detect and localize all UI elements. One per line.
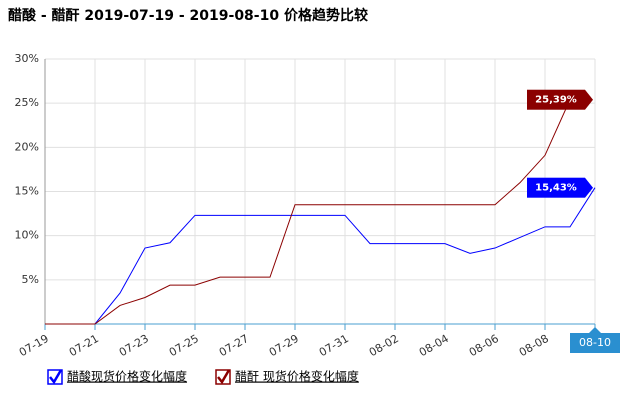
value-callout-pointer xyxy=(585,177,593,198)
legend-label[interactable]: 醋酐 现货价格变化幅度 xyxy=(235,369,359,384)
y-tick-label: 5% xyxy=(22,273,39,286)
y-tick-label: 30% xyxy=(15,52,39,65)
value-label: 25,39% xyxy=(535,95,577,106)
y-tick-label: 10% xyxy=(15,229,39,242)
x-tick-label: 07-31 xyxy=(317,332,351,359)
y-tick-label: 20% xyxy=(15,140,39,153)
x-tick-label: 07-19 xyxy=(17,332,51,359)
x-tick-label: 08-06 xyxy=(467,332,501,359)
value-callout xyxy=(527,89,585,110)
series-line xyxy=(45,187,596,325)
chart-title: 醋酸 - 醋酐 2019-07-19 - 2019-08-10 价格趋势比较 xyxy=(8,7,368,24)
value-callout-pointer xyxy=(585,89,593,110)
value-label: 15,43% xyxy=(535,183,577,194)
legend-check xyxy=(49,369,63,385)
x-tick-label: 07-27 xyxy=(217,332,251,359)
x-highlight-box xyxy=(570,333,620,353)
legend-label[interactable]: 醋酸现货价格变化幅度 xyxy=(67,369,187,384)
x-tick-label-highlight: 08-10 xyxy=(579,336,611,349)
x-highlight-pointer xyxy=(589,327,601,333)
legend-check xyxy=(217,369,231,385)
series-line xyxy=(45,99,571,325)
x-tick-label: 07-21 xyxy=(67,332,101,359)
x-tick-label: 08-08 xyxy=(517,332,551,359)
x-tick-label: 08-02 xyxy=(367,332,401,359)
x-tick-label: 07-29 xyxy=(267,332,301,359)
y-tick-label: 15% xyxy=(15,185,39,198)
y-tick-label: 25% xyxy=(15,96,39,109)
value-callout xyxy=(527,177,585,198)
x-tick-label: 08-04 xyxy=(417,332,451,359)
x-tick-label: 07-25 xyxy=(167,332,201,359)
x-tick-label: 07-23 xyxy=(117,332,151,359)
